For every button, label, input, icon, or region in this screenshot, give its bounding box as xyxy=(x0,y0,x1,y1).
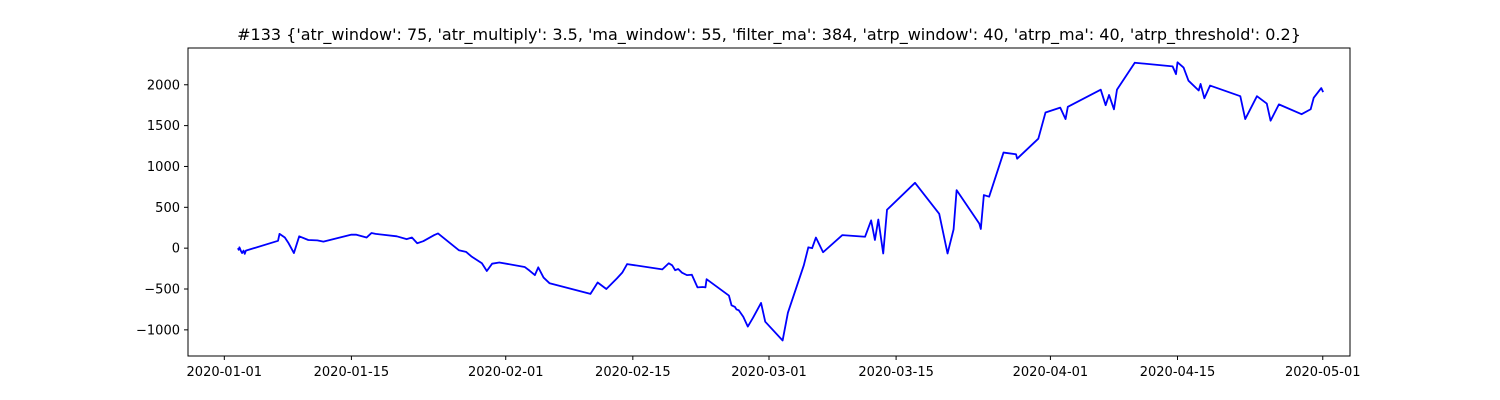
x-axis: 2020-01-01 2020-01-15 2020-02-01 2020-02-15… xyxy=(187,356,1361,380)
y-tick-label: 1000 xyxy=(147,160,180,175)
x-tick-label: 2020-02-01 xyxy=(468,365,544,380)
x-tick-label: 2020-04-01 xyxy=(1013,365,1089,380)
x-tick-label: 2020-01-15 xyxy=(314,365,390,380)
x-tick-label: 2020-01-01 xyxy=(187,365,263,380)
y-tick-label: 0 xyxy=(172,242,180,257)
y-tick-label: −500 xyxy=(144,283,180,298)
x-tick-label: 2020-05-01 xyxy=(1285,365,1361,380)
y-tick-label: −1000 xyxy=(136,323,180,338)
axes-frame xyxy=(187,47,1351,357)
x-tick-label: 2020-03-01 xyxy=(731,365,807,380)
y-tick-label: 2000 xyxy=(147,78,180,93)
y-tick-label: 1500 xyxy=(147,119,180,134)
series-line xyxy=(237,61,1324,342)
x-tick-label: 2020-03-15 xyxy=(858,365,934,380)
chart-title: #133 {'atr_window': 75, 'atr_multiply': … xyxy=(237,25,1301,45)
y-axis: −1000 −500 0 500 1000 1500 2000 xyxy=(136,78,188,338)
plot-area xyxy=(237,61,1324,342)
x-tick-label: 2020-04-15 xyxy=(1140,365,1216,380)
y-tick-label: 500 xyxy=(155,201,180,216)
x-tick-label: 2020-02-15 xyxy=(595,365,671,380)
